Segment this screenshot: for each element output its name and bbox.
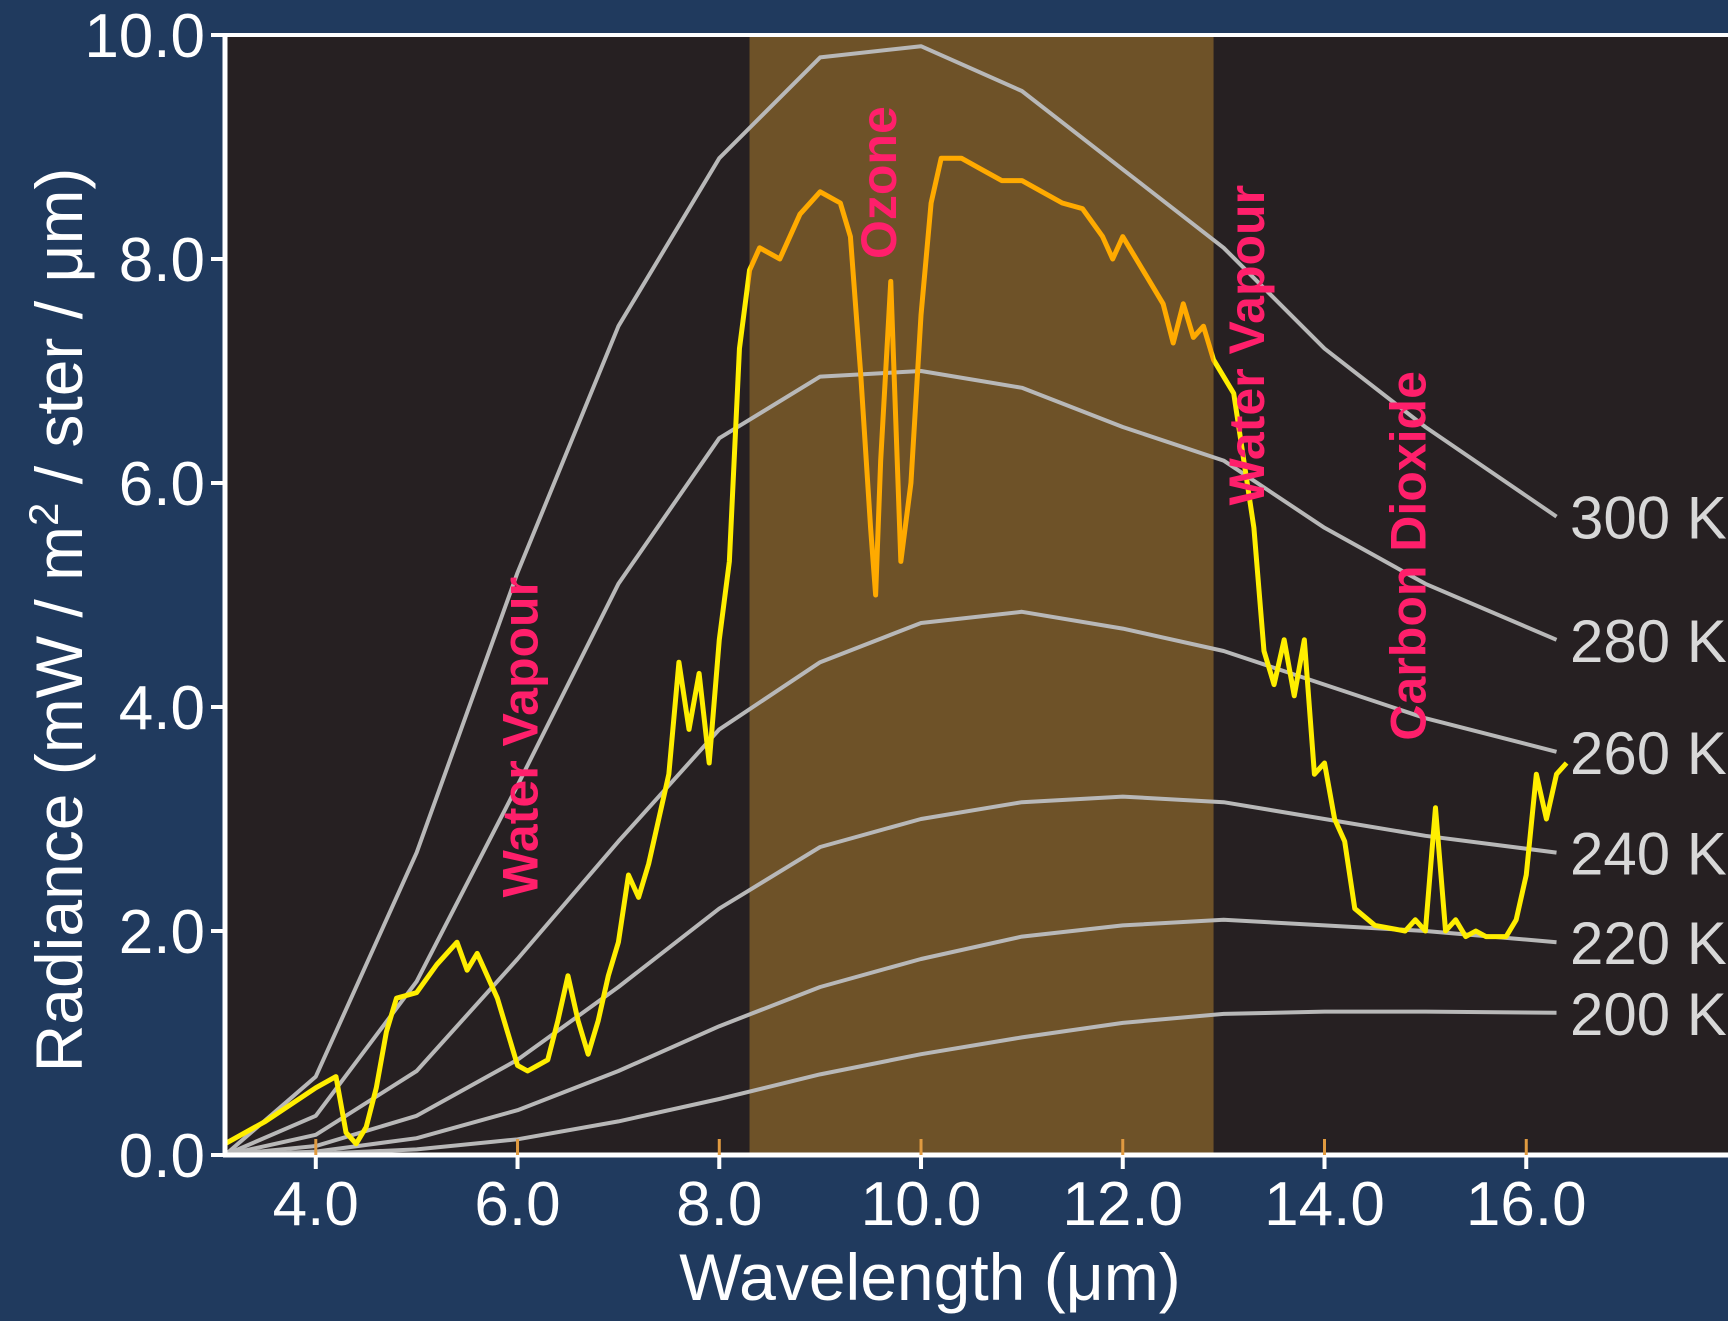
y-axis-title-sup: 2 xyxy=(20,503,67,526)
y-tick-label: 2.0 xyxy=(119,898,205,967)
blackbody-curve xyxy=(224,369,1558,1157)
measured-spectrum-line-window xyxy=(749,155,1214,598)
blackbody-label: 280 K xyxy=(1570,608,1727,675)
blackbody-label: 200 K xyxy=(1570,981,1727,1048)
measured-spectrum xyxy=(223,155,1569,1147)
blackbody-label: 260 K xyxy=(1570,720,1727,787)
x-tick-label: 10.0 xyxy=(861,1170,982,1239)
blackbody-curve xyxy=(224,794,1557,1157)
x-axis-title: Wavelength (μm) xyxy=(679,1240,1180,1314)
x-tick-label: 14.0 xyxy=(1264,1170,1385,1239)
blackbody-label: 220 K xyxy=(1570,910,1727,977)
y-tick-label: 4.0 xyxy=(119,674,205,743)
axis-ticks: 4.0 6.0 8.0 10.0 12.0 14.0 16.0 0.0 2.0 4.0 6.0 8.0… xyxy=(84,2,1586,1239)
x-tick-label: 4.0 xyxy=(273,1170,359,1239)
x-tick-label: 6.0 xyxy=(474,1170,560,1239)
x-tick-label: 12.0 xyxy=(1062,1170,1183,1239)
blackbody-curve xyxy=(223,44,1558,1157)
y-axis-title-part-2: / ster / μm) xyxy=(22,168,96,503)
y-tick-label: 0.0 xyxy=(119,1122,205,1191)
y-tick-label: 6.0 xyxy=(119,450,205,519)
y-tick-label: 10.0 xyxy=(84,2,205,71)
highlight-band xyxy=(749,35,1214,1155)
band-annotation: Carbon Dioxide xyxy=(1380,371,1436,740)
band-annotation: Water Vapour xyxy=(493,577,549,897)
blackbody-label: 300 K xyxy=(1570,485,1727,552)
band-annotation: Water Vapour xyxy=(1219,185,1275,505)
band-annotations: Water Vapour Ozone Water Vapour Carbon Diox… xyxy=(493,106,1437,897)
x-tick-label: 8.0 xyxy=(676,1170,762,1239)
y-axis-title-part-1: Radiance (mW / m xyxy=(22,526,96,1072)
y-axis-title: Radiance (mW / m2 / ster / μm) xyxy=(20,168,96,1073)
blackbody-curve xyxy=(224,1009,1557,1157)
blackbody-label: 240 K xyxy=(1570,821,1727,888)
blackbody-curve xyxy=(224,917,1557,1157)
y-tick-label: 8.0 xyxy=(119,226,205,295)
x-tick-label: 16.0 xyxy=(1466,1170,1587,1239)
band-annotation: Ozone xyxy=(851,106,907,259)
axes xyxy=(222,33,1728,1158)
